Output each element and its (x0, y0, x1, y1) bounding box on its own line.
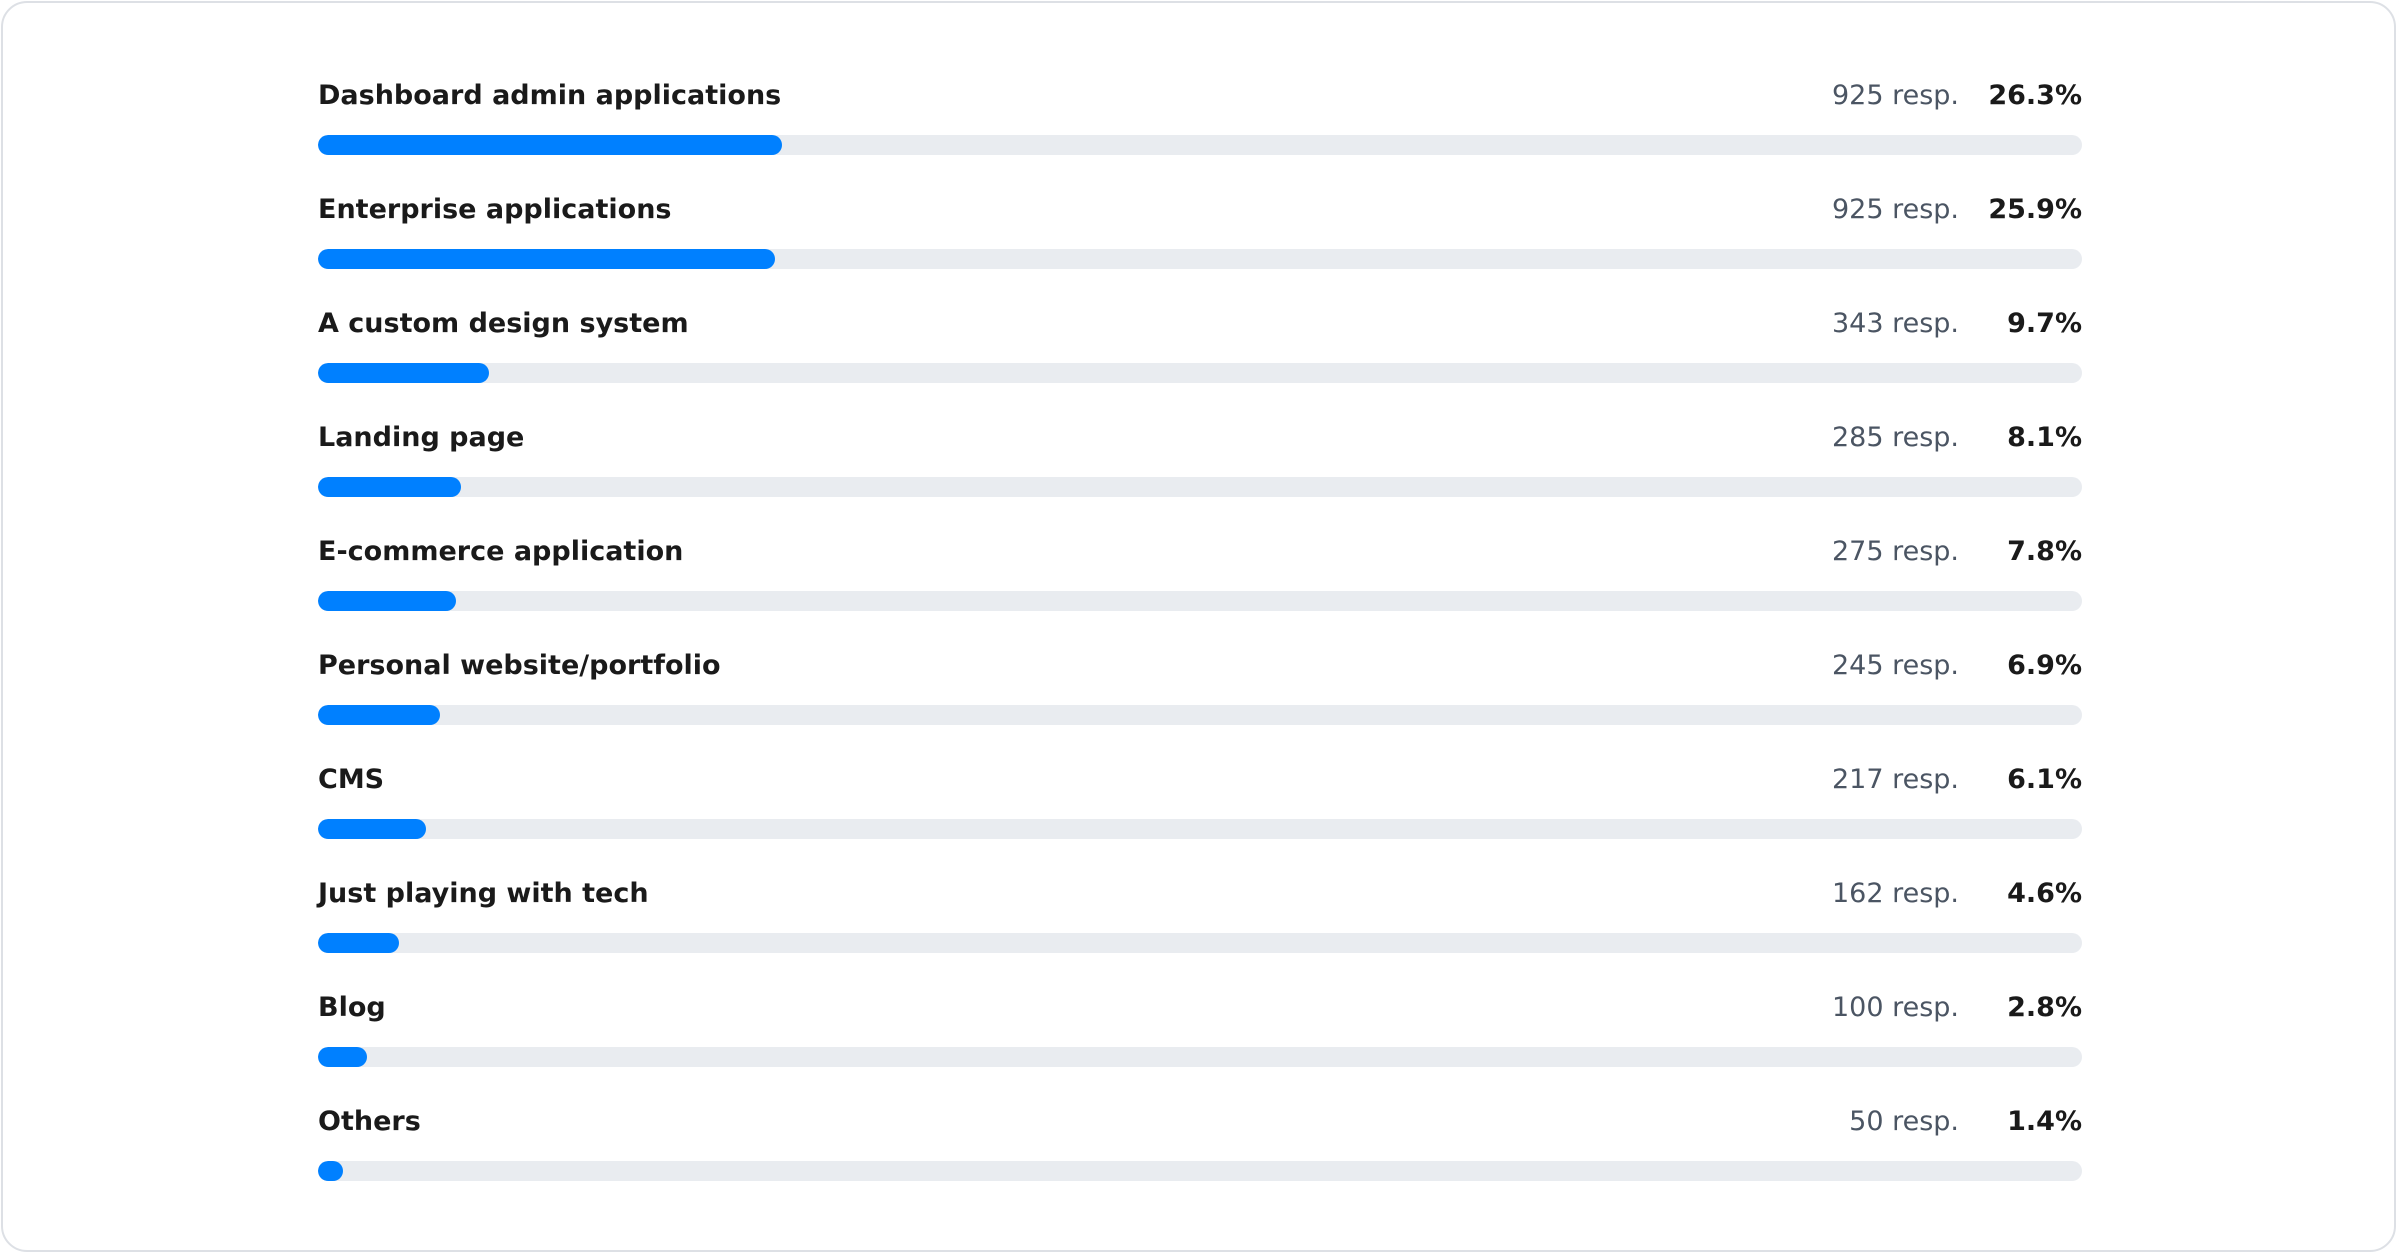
response-count: 217 resp. (1831, 764, 1959, 795)
category-label: CMS (318, 764, 385, 795)
result-row: E-commerce application 275 resp. 7.8% (318, 532, 2082, 632)
percent-label: 8.1% (2007, 422, 2082, 453)
category-label: Just playing with tech (318, 878, 649, 909)
response-count: 343 resp. (1831, 308, 1959, 339)
percent-label: 25.9% (1988, 194, 2082, 225)
progress-track (318, 1047, 2082, 1067)
result-row: CMS 217 resp. 6.1% (318, 760, 2082, 860)
progress-track (318, 1161, 2082, 1181)
response-count: 100 resp. (1831, 992, 1959, 1023)
result-row: A custom design system 343 resp. 9.7% (318, 304, 2082, 404)
category-label: Others (318, 1106, 421, 1137)
category-label: E-commerce application (318, 536, 684, 567)
progress-track (318, 819, 2082, 839)
progress-bar (318, 591, 456, 611)
progress-bar (318, 1161, 343, 1181)
progress-bar (318, 819, 426, 839)
progress-bar (318, 477, 461, 497)
progress-bar (318, 249, 775, 269)
result-row: Blog 100 resp. 2.8% (318, 988, 2082, 1088)
result-row: Others 50 resp. 1.4% (318, 1102, 2082, 1202)
percent-label: 6.9% (2007, 650, 2082, 681)
progress-bar (318, 933, 400, 953)
progress-bar (318, 135, 782, 155)
category-label: Enterprise applications (318, 194, 672, 225)
response-count: 925 resp. (1831, 80, 1959, 111)
progress-track (318, 363, 2082, 383)
response-count: 285 resp. (1831, 422, 1959, 453)
progress-bar (318, 1047, 368, 1067)
percent-label: 4.6% (2007, 878, 2082, 909)
progress-bar (318, 363, 490, 383)
percent-label: 7.8% (2007, 536, 2082, 567)
category-label: A custom design system (318, 308, 689, 339)
category-label: Dashboard admin applications (318, 80, 782, 111)
response-count: 275 resp. (1831, 536, 1959, 567)
percent-label: 2.8% (2007, 992, 2082, 1023)
progress-track (318, 705, 2082, 725)
category-label: Landing page (318, 422, 525, 453)
progress-bar (318, 705, 440, 725)
result-row: Dashboard admin applications 925 resp. 26.… (318, 76, 2082, 176)
result-row: Enterprise applications 925 resp. 25.9% (318, 190, 2082, 290)
result-row: Personal website/portfolio 245 resp. 6.9% (318, 646, 2082, 746)
category-label: Blog (318, 992, 386, 1023)
response-count: 925 resp. (1831, 194, 1959, 225)
response-count: 245 resp. (1831, 650, 1959, 681)
percent-label: 6.1% (2007, 764, 2082, 795)
category-label: Personal website/portfolio (318, 650, 721, 681)
progress-track (318, 933, 2082, 953)
response-count: 50 resp. (1849, 1106, 1959, 1137)
percent-label: 1.4% (2007, 1106, 2082, 1137)
progress-track (318, 249, 2082, 269)
progress-track (318, 477, 2082, 497)
response-count: 162 resp. (1831, 878, 1959, 909)
percent-label: 26.3% (1988, 80, 2082, 111)
progress-track (318, 591, 2082, 611)
result-row: Landing page 285 resp. 8.1% (318, 418, 2082, 518)
result-row: Just playing with tech 162 resp. 4.6% (318, 874, 2082, 974)
progress-track (318, 135, 2082, 155)
percent-label: 9.7% (2007, 308, 2082, 339)
